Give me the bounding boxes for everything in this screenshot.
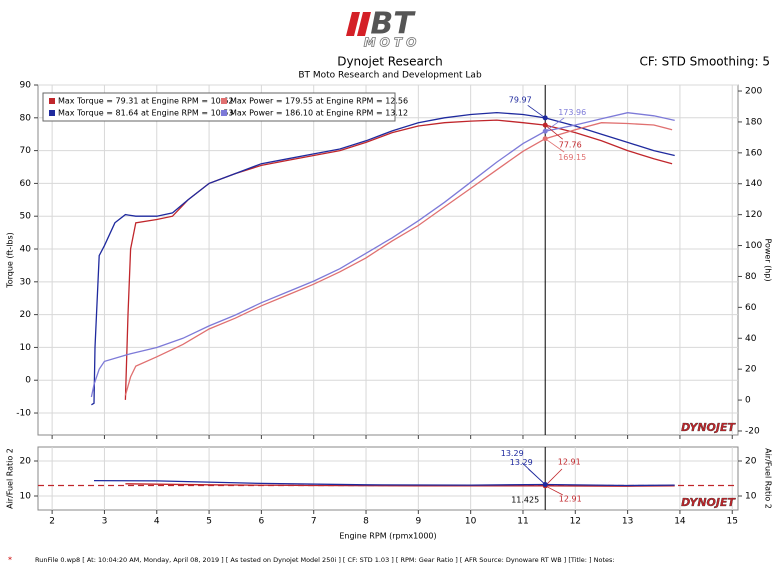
y2-tick-label: 140 (745, 179, 762, 189)
y2-tick-label: -20 (745, 426, 760, 436)
cursor-value-label: 13.29 (501, 449, 524, 458)
cursor-value-label: 173.96 (558, 108, 586, 117)
y2-tick-label: 180 (745, 117, 762, 127)
y2-tick-label: 120 (745, 210, 762, 220)
x-tick-label: 9 (415, 517, 421, 527)
x-tick-label: 2 (49, 517, 55, 527)
y-tick-label: 10 (20, 492, 32, 502)
cursor-arrow (544, 138, 565, 153)
cursor-x-label: 11.425 (511, 496, 539, 505)
y2-tick-label: 20 (745, 365, 757, 375)
cursor-arrow (544, 468, 563, 487)
y2-tick-label: 100 (745, 241, 762, 251)
cursor-value-label: 79.97 (509, 95, 532, 104)
y2-tick-label: 160 (745, 148, 762, 158)
y-tick-label: 50 (20, 212, 32, 222)
y-tick-label: 10 (20, 343, 32, 353)
cursor-arrow (544, 124, 563, 140)
y-tick-label: 30 (20, 277, 32, 287)
x-tick-label: 6 (259, 517, 265, 527)
y-axis-label: Torque (ft-lbs) (6, 232, 15, 289)
y-tick-label: -10 (16, 409, 31, 419)
y2-tick-label: 40 (745, 334, 757, 344)
cursor-arrow (545, 485, 563, 496)
y-tick-label: 60 (20, 179, 32, 189)
legend-label: Max Power = 186.10 at Engine RPM = 13.12 (230, 109, 408, 118)
cursor-arrow (544, 117, 565, 132)
cursor-value-label: 12.91 (559, 494, 582, 503)
y-tick-label: 40 (20, 245, 32, 255)
x-tick-label: 10 (465, 517, 477, 527)
y2-axis-label: Power (hp) (764, 238, 773, 281)
y-axis-label: Air/Fuel Ratio 2 (6, 448, 15, 509)
y2-tick-label: 0 (745, 396, 751, 406)
footer: RunFile 0.wp8 [ At: 10:04:20 AM, Monday,… (35, 556, 615, 564)
x-tick-label: 5 (206, 517, 212, 527)
legend-swatch (49, 98, 55, 104)
x-tick-label: 3 (102, 517, 108, 527)
chart-subtitle: BT Moto Research and Development Lab (298, 71, 482, 81)
footer-mark: * (8, 556, 12, 564)
series-line (91, 111, 675, 406)
plot-area (37, 446, 739, 511)
x-tick-label: 13 (622, 517, 633, 527)
x-tick-label: 8 (363, 517, 369, 527)
logo-bar (357, 12, 371, 36)
legend-swatch (49, 110, 55, 116)
x-tick-label: 12 (570, 517, 581, 527)
y2-axis-label: Air/Fuel Ratio 2 (764, 448, 773, 509)
y2-tick-label: 200 (745, 87, 762, 97)
legend-swatch (221, 98, 227, 104)
series-line (125, 483, 675, 487)
plot-area (37, 84, 739, 436)
x-axis-label: Engine RPM (rpmx1000) (339, 532, 436, 541)
cursor-value-label: 169.15 (558, 153, 586, 162)
series-line (93, 479, 675, 487)
y2-tick-label: 10 (745, 492, 757, 502)
series-line (124, 122, 673, 396)
legend-box (42, 92, 396, 122)
x-tick-label: 14 (674, 517, 686, 527)
series-line (90, 112, 675, 398)
settings: CF: STD Smoothing: 5 (639, 55, 770, 69)
x-tick-label: 11 (517, 517, 528, 527)
cursor-arrow (528, 468, 546, 485)
watermark: DYNOJET (681, 496, 736, 509)
y-tick-label: 0 (25, 376, 31, 386)
cursor-arrow (527, 104, 546, 119)
y-tick-label: 90 (20, 81, 32, 91)
y2-tick-label: 80 (745, 272, 757, 282)
watermark: DYNOJET (681, 421, 736, 434)
y-tick-label: 80 (20, 113, 32, 123)
legend-label: Max Torque = 81.64 at Engine RPM = 10.53 (58, 109, 233, 118)
legend-swatch (221, 110, 227, 116)
cursor-value-label: 77.76 (559, 141, 582, 150)
logo-text: BT (370, 7, 416, 42)
logo: BT MOTO (346, 7, 421, 50)
cursor-value-label: 13.29 (510, 458, 533, 467)
legend-label: Max Torque = 79.31 at Engine RPM = 10.62 (58, 97, 233, 106)
x-tick-label: 4 (154, 517, 160, 527)
chart-title: Dynojet Research (337, 55, 443, 69)
x-tick-label: 7 (311, 517, 317, 527)
legend-label: Max Power = 179.55 at Engine RPM = 12.56 (230, 97, 408, 106)
cursor-value-label: 12.91 (558, 457, 581, 466)
logo-bar (346, 12, 360, 36)
logo-sub: MOTO (364, 36, 421, 50)
y-tick-label: 20 (20, 310, 32, 320)
y2-tick-label: 60 (745, 303, 757, 313)
y-tick-label: 70 (20, 146, 32, 156)
y-tick-label: 20 (20, 457, 32, 467)
x-tick-label: 15 (727, 517, 738, 527)
y2-tick-label: 20 (745, 457, 757, 467)
